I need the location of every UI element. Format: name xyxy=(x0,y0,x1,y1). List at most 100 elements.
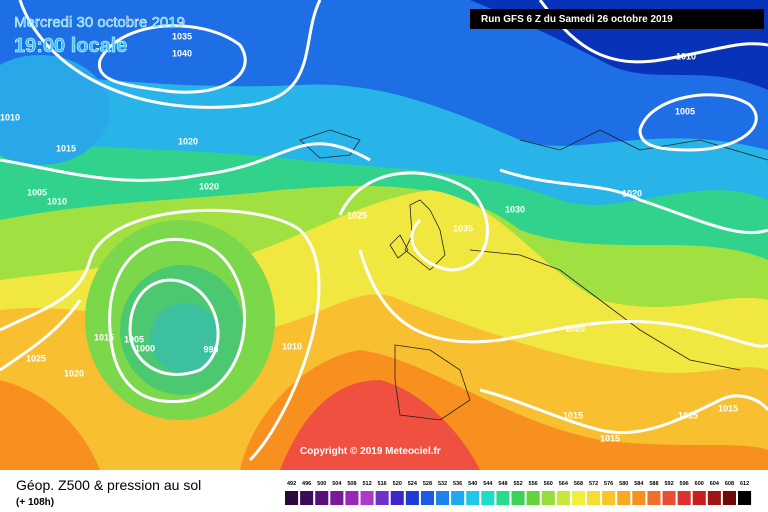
coastline xyxy=(299,129,768,421)
isobar xyxy=(97,24,247,94)
scale-label: 524 xyxy=(408,481,418,487)
scale-swatch xyxy=(330,491,344,505)
scale-swatch xyxy=(285,491,299,505)
forecast-time: 19:00 locale xyxy=(14,35,127,57)
isobar-label: 1015 xyxy=(600,433,620,443)
scale-label: 560 xyxy=(544,481,553,487)
isobar-label: 1010 xyxy=(676,51,696,61)
scale-swatch xyxy=(375,491,389,505)
scale-label: 528 xyxy=(423,481,432,487)
scale-label: 532 xyxy=(438,481,447,487)
scale-label: 504 xyxy=(332,481,342,487)
scale-swatch xyxy=(315,491,329,505)
isobar xyxy=(108,238,246,403)
isobar xyxy=(479,388,768,435)
scale-swatch xyxy=(556,491,570,505)
scale-swatch xyxy=(677,491,691,505)
isobar-label: 1015 xyxy=(678,410,698,420)
scale-label: 508 xyxy=(347,481,356,487)
scale-label: 496 xyxy=(302,481,311,487)
forecast-date: Mercredi 30 octobre 2019 xyxy=(14,14,185,31)
isobar-label: 1005 xyxy=(124,334,144,344)
isobar-label: 1010 xyxy=(47,196,67,206)
scale-label: 600 xyxy=(695,481,704,487)
scale-label: 536 xyxy=(453,481,462,487)
isobar xyxy=(0,208,321,462)
scale-label: 516 xyxy=(378,481,387,487)
scale-swatch xyxy=(692,491,706,505)
scale-label: 540 xyxy=(468,481,477,487)
scale-swatch xyxy=(481,491,495,505)
isobar xyxy=(499,168,768,235)
scale-label: 588 xyxy=(649,481,658,487)
isobar-label: 1015 xyxy=(563,410,583,420)
isobar-label: 1020 xyxy=(565,323,585,333)
scale-label: 608 xyxy=(725,481,734,487)
run-box xyxy=(470,9,764,29)
isobar xyxy=(538,0,768,64)
scale-label: 564 xyxy=(559,481,569,487)
scale-swatch xyxy=(662,491,676,505)
isobar-label: 990 xyxy=(203,344,218,354)
scale-swatch xyxy=(587,491,601,505)
copyright: Copyright © 2019 Meteociel.fr xyxy=(300,446,441,457)
isobar-label: 1035 xyxy=(453,223,473,233)
scale-label: 568 xyxy=(574,481,583,487)
isobar xyxy=(128,278,220,376)
isobar-label: 1040 xyxy=(172,48,192,58)
scale-swatch xyxy=(617,491,631,505)
scale-label: 548 xyxy=(498,481,507,487)
high-area xyxy=(0,55,110,165)
scale-label: 500 xyxy=(317,481,326,487)
scale-swatch xyxy=(300,491,314,505)
scale-label: 576 xyxy=(604,481,613,487)
field-band xyxy=(0,380,100,470)
isobar xyxy=(0,299,82,372)
isobar-label: 1000 xyxy=(135,343,155,353)
isobar-label: 1020 xyxy=(178,136,198,146)
scale-swatch xyxy=(541,491,555,505)
isobar xyxy=(358,249,768,348)
isobar-label: 1010 xyxy=(282,341,302,351)
isobar-label: 1005 xyxy=(675,106,695,116)
isobar-label: 1025 xyxy=(26,353,46,363)
scale-swatch xyxy=(360,491,374,505)
isobar-label: 1020 xyxy=(622,188,642,198)
isobar-label: 1020 xyxy=(64,368,84,378)
scale-swatch xyxy=(451,491,465,505)
isobar xyxy=(338,171,489,272)
field-band xyxy=(280,380,480,470)
scale-swatch xyxy=(707,491,721,505)
isobar-label: 1010 xyxy=(0,112,20,122)
scale-label: 552 xyxy=(513,481,522,487)
scale-swatch xyxy=(738,491,752,505)
isobar xyxy=(18,0,322,109)
scale-label: 520 xyxy=(393,481,402,487)
color-scale: 492 496 500 504 508 512 516 520 524 528 532 536 540 5… xyxy=(285,481,752,505)
scale-label: 580 xyxy=(619,481,628,487)
scale-swatch xyxy=(526,491,540,505)
isobar-label: 1020 xyxy=(199,181,219,191)
scale-label: 592 xyxy=(664,481,673,487)
scale-swatch xyxy=(496,491,510,505)
scale-swatch xyxy=(647,491,661,505)
scale-swatch xyxy=(602,491,616,505)
scale-swatch xyxy=(405,491,419,505)
scale-swatch xyxy=(466,491,480,505)
footer-title: Géop. Z500 & pression au sol xyxy=(16,477,201,493)
isobar-label: 1015 xyxy=(718,403,738,413)
scale-label: 584 xyxy=(634,481,644,487)
scale-label: 512 xyxy=(362,481,371,487)
scale-label: 604 xyxy=(710,481,720,487)
isobar-labels: 1035104010101015102010201005101010251035… xyxy=(0,31,738,443)
scale-swatch xyxy=(390,491,404,505)
scale-label: 572 xyxy=(589,481,598,487)
run-info: Run GFS 6 Z du Samedi 26 octobre 2019 xyxy=(481,14,673,25)
isobar-label: 1005 xyxy=(27,187,47,197)
scale-swatch xyxy=(571,491,585,505)
isobar-label: 1030 xyxy=(505,204,525,214)
scale-swatch xyxy=(420,491,434,505)
scale-swatch xyxy=(722,491,736,505)
scale-label: 556 xyxy=(529,481,538,487)
